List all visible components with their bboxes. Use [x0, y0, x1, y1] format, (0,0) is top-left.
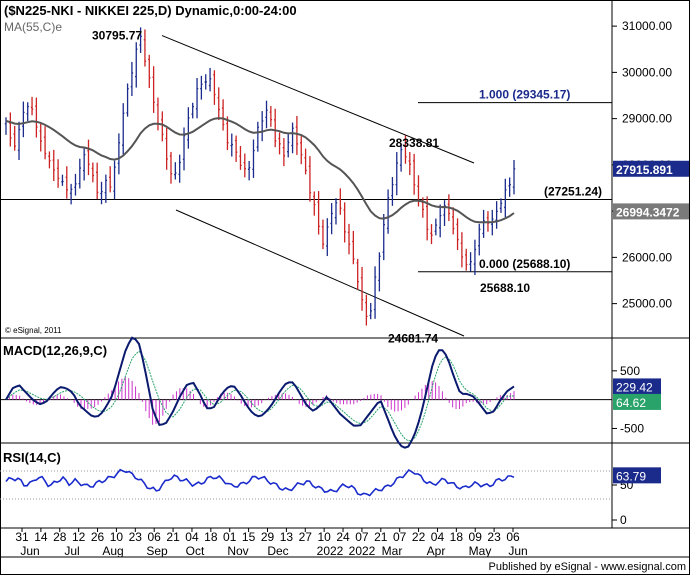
time-tick-label: 06 [148, 530, 162, 544]
signal-value-label: 64.62 [616, 396, 646, 410]
time-tick-label: 14 [34, 530, 48, 544]
time-tick-label: 12 [72, 530, 86, 544]
footer-published: Published by eSignal - www.esignal.com [489, 561, 687, 573]
month-label: Aug [102, 544, 123, 558]
macd-title: MACD(12,26,9,C) [3, 343, 107, 358]
price-tick-label: 31000.00 [622, 19, 672, 33]
rsi-tick-label: 0 [620, 513, 627, 527]
last-price-box [613, 160, 689, 177]
macd-line [5, 336, 515, 449]
macd-value-box [613, 378, 661, 395]
time-tick-label: 22 [412, 530, 426, 544]
price-tick-label: 26000.00 [622, 250, 672, 264]
time-tick-label: 10 [110, 530, 124, 544]
time-tick-label: 21 [374, 530, 388, 544]
signal-value-box [613, 393, 661, 410]
month-label: Jun [508, 544, 527, 558]
fib-level-label: 0.000 (25688.10) [479, 257, 570, 271]
time-tick-label: 23 [129, 530, 143, 544]
ma-label: MA(55,C)e [4, 20, 62, 34]
month-label: Nov [227, 544, 248, 558]
copyright-text: © eSignal, 2011 [5, 326, 62, 335]
fib-level-label: 1.000 (29345.17) [479, 88, 570, 102]
time-tick-label: 24 [336, 530, 350, 544]
time-tick-label: 29 [261, 530, 275, 544]
rsi-value-box [613, 467, 661, 484]
time-tick-label: 18 [204, 530, 218, 544]
month-label: Jul [64, 544, 79, 558]
time-tick-label: 01 [223, 530, 237, 544]
time-tick-label: 07 [355, 530, 369, 544]
time-tick-label: 06 [506, 530, 520, 544]
time-tick-label: 27 [299, 530, 313, 544]
price-annotation: 25688.10 [480, 281, 530, 295]
month-label: Apr [427, 544, 446, 558]
macd-panel: 500 -500 229.42 64.62 [0, 336, 661, 449]
price-tick-label: 30000.00 [622, 65, 672, 79]
price-tick-label: 25000.00 [622, 297, 672, 311]
time-tick-label: 04 [431, 530, 445, 544]
time-tick-label: 15 [242, 530, 256, 544]
price-tick-label: 29000.00 [622, 112, 672, 126]
time-tick-label: 31 [15, 530, 29, 544]
time-tick-label: 21 [166, 530, 180, 544]
macd-signal-line [5, 350, 515, 442]
time-tick-label: 26 [91, 530, 105, 544]
month-label: 2022 [317, 544, 344, 558]
time-tick-label: 18 [450, 530, 464, 544]
price-annotation: 28338.81 [389, 136, 439, 150]
rsi-value-label: 63.79 [616, 469, 646, 483]
month-label: 2022 [349, 544, 376, 558]
price-annotation: 24681.74 [388, 331, 438, 345]
ma-line [5, 117, 515, 224]
time-tick-label: 07 [393, 530, 407, 544]
time-tick-label: 09 [469, 530, 483, 544]
month-label: Sep [146, 544, 168, 558]
price-annotation: 30795.77 [92, 29, 142, 43]
ma-value-box [613, 203, 689, 220]
rsi-title: RSI(14,C) [3, 450, 61, 465]
chart-title: ($N225-NKI - NIKKEI 225,D) Dynamic,0:00-… [4, 3, 297, 18]
lower-channel-line [175, 209, 465, 337]
month-label: Jun [20, 544, 39, 558]
time-tick-label: 23 [487, 530, 501, 544]
macd-tick-label: -500 [620, 421, 644, 435]
time-tick-label: 13 [280, 530, 294, 544]
month-label: Oct [186, 544, 205, 558]
ma-value-label: 26994.3472 [616, 205, 680, 219]
time-tick-label: 28 [53, 530, 67, 544]
price-panel: 25000.0026000.0027000.0028000.0029000.00… [0, 19, 689, 345]
last-price-label: 27915.891 [616, 163, 673, 177]
macd-value-label: 229.42 [616, 380, 653, 394]
month-label: Mar [382, 544, 403, 558]
time-tick-label: 04 [185, 530, 199, 544]
upper-channel-line [161, 35, 475, 164]
time-tick-label: 10 [317, 530, 331, 544]
support-label: (27251.24) [544, 185, 602, 199]
month-label: May [469, 544, 492, 558]
rsi-line [5, 468, 515, 497]
month-label: Dec [267, 544, 288, 558]
macd-tick-label: 500 [620, 364, 640, 378]
time-axis: 31 14 28 12 26 10 23 06 21 04 18 01 15 29 13 27 10 24 07 21… [15, 528, 528, 558]
